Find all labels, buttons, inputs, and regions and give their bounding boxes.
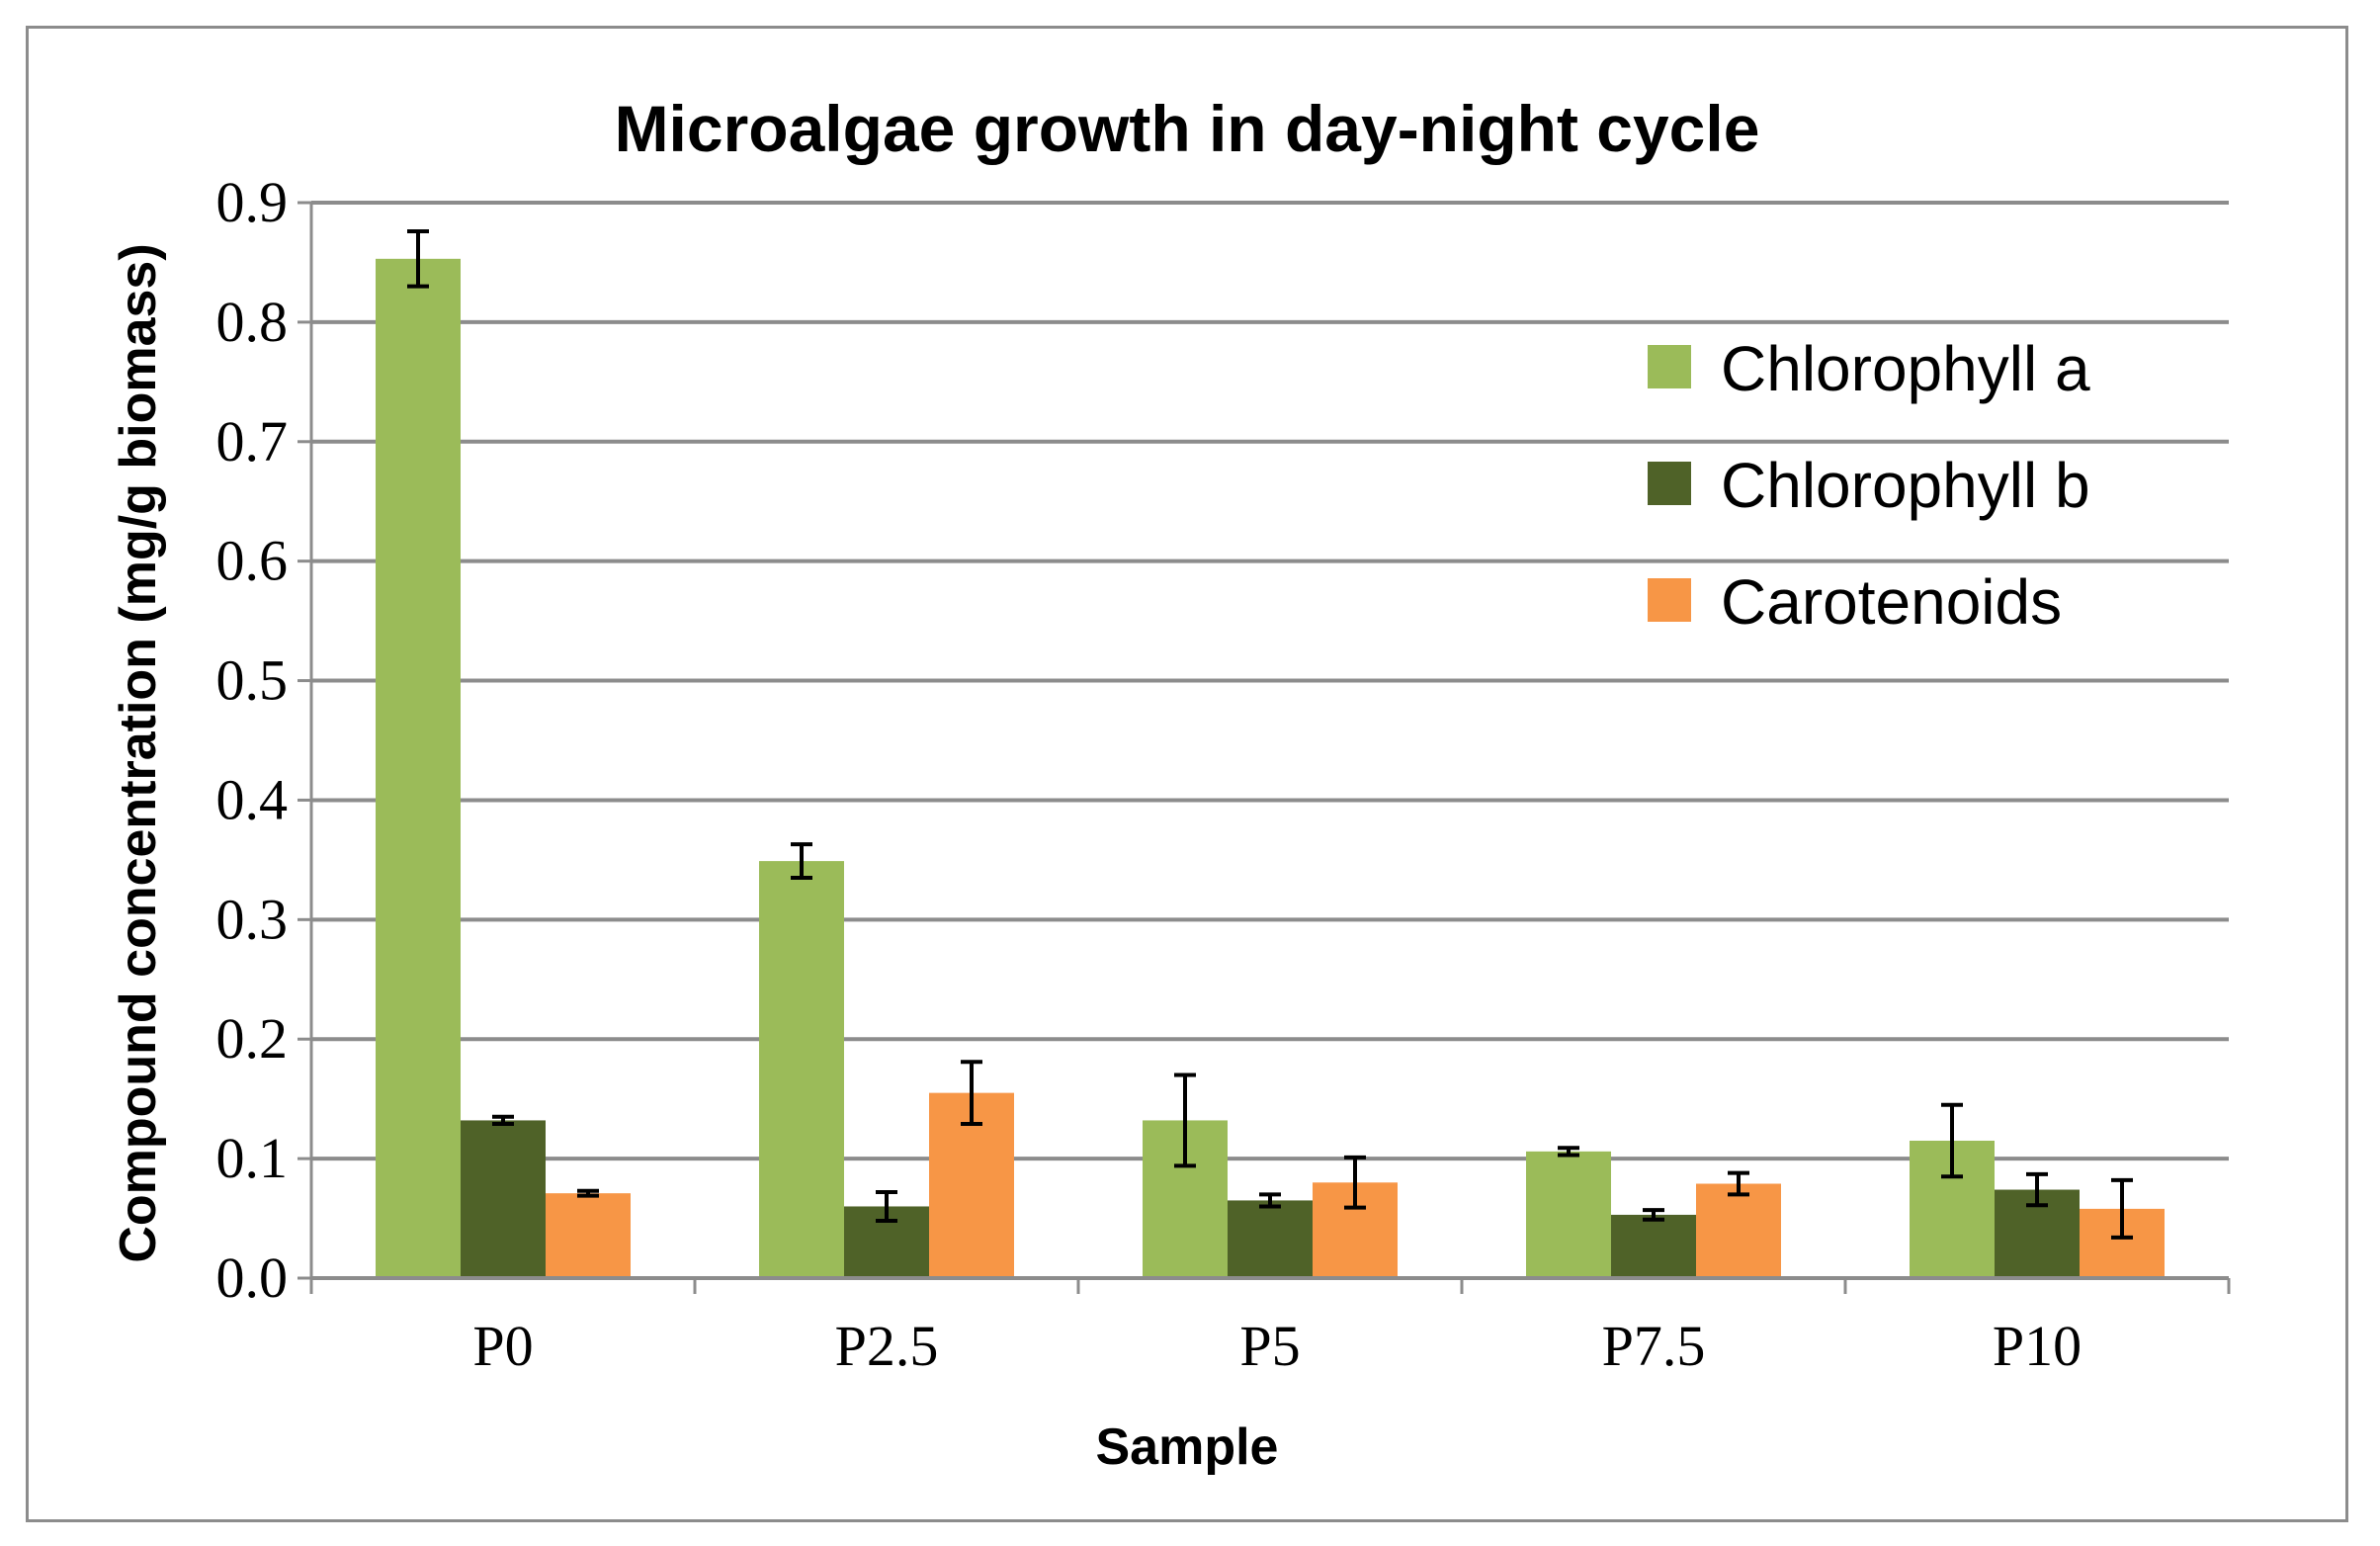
- bar: [759, 861, 844, 1278]
- legend-label: Chlorophyll a: [1721, 333, 2090, 404]
- y-axis-title: Compound concentration (mg/g biomass): [110, 243, 167, 1262]
- chart-frame: Microalgae growth in day-night cycle Com…: [26, 26, 2348, 1522]
- y-tick-label: 0.1: [216, 1126, 289, 1190]
- bar: [1228, 1200, 1313, 1278]
- x-tick-label: P5: [1239, 1314, 1300, 1378]
- legend-swatch: [1648, 462, 1691, 505]
- x-tick-label: P2.5: [835, 1314, 939, 1378]
- gridlines: [311, 201, 2229, 1161]
- axes: 0.0 0.1 0.2 0.3 0.4 0.5 0.6 0.7 0.8 0.9 P0 P2.5 P5 P7…: [216, 170, 2231, 1378]
- y-tick-label: 0.9: [216, 170, 289, 234]
- bar: [376, 258, 461, 1279]
- bar: [546, 1193, 631, 1278]
- bar: [1696, 1183, 1781, 1278]
- y-tick-label: 0.7: [216, 409, 289, 473]
- chart-title: Microalgae growth in day-night cycle: [615, 92, 1760, 165]
- legend-swatch: [1648, 578, 1691, 622]
- x-tick-label: P0: [472, 1314, 533, 1378]
- error-bars: [407, 229, 2133, 1240]
- bars: [376, 258, 2165, 1279]
- y-tick-label: 0.4: [216, 767, 289, 831]
- bar: [1611, 1214, 1696, 1278]
- y-tick-label: 0.6: [216, 529, 289, 593]
- y-tick-label: 0.8: [216, 290, 289, 354]
- y-tick-label: 0.0: [216, 1245, 289, 1310]
- bar: [1526, 1151, 1611, 1278]
- x-tick-label: P10: [1993, 1314, 2082, 1378]
- legend: Chlorophyll a Chlorophyll b Carotenoids: [1648, 333, 2090, 638]
- legend-swatch: [1648, 345, 1691, 388]
- x-tick-label: P7.5: [1602, 1314, 1706, 1378]
- y-tick-label: 0.5: [216, 648, 289, 713]
- legend-label: Carotenoids: [1721, 566, 2062, 638]
- legend-label: Chlorophyll b: [1721, 450, 2090, 521]
- bar-chart: Microalgae growth in day-night cycle Com…: [110, 92, 2231, 1476]
- bar: [461, 1120, 546, 1278]
- x-axis-title: Sample: [1096, 1418, 1279, 1476]
- y-tick-label: 0.3: [216, 887, 289, 951]
- y-tick-label: 0.2: [216, 1006, 289, 1071]
